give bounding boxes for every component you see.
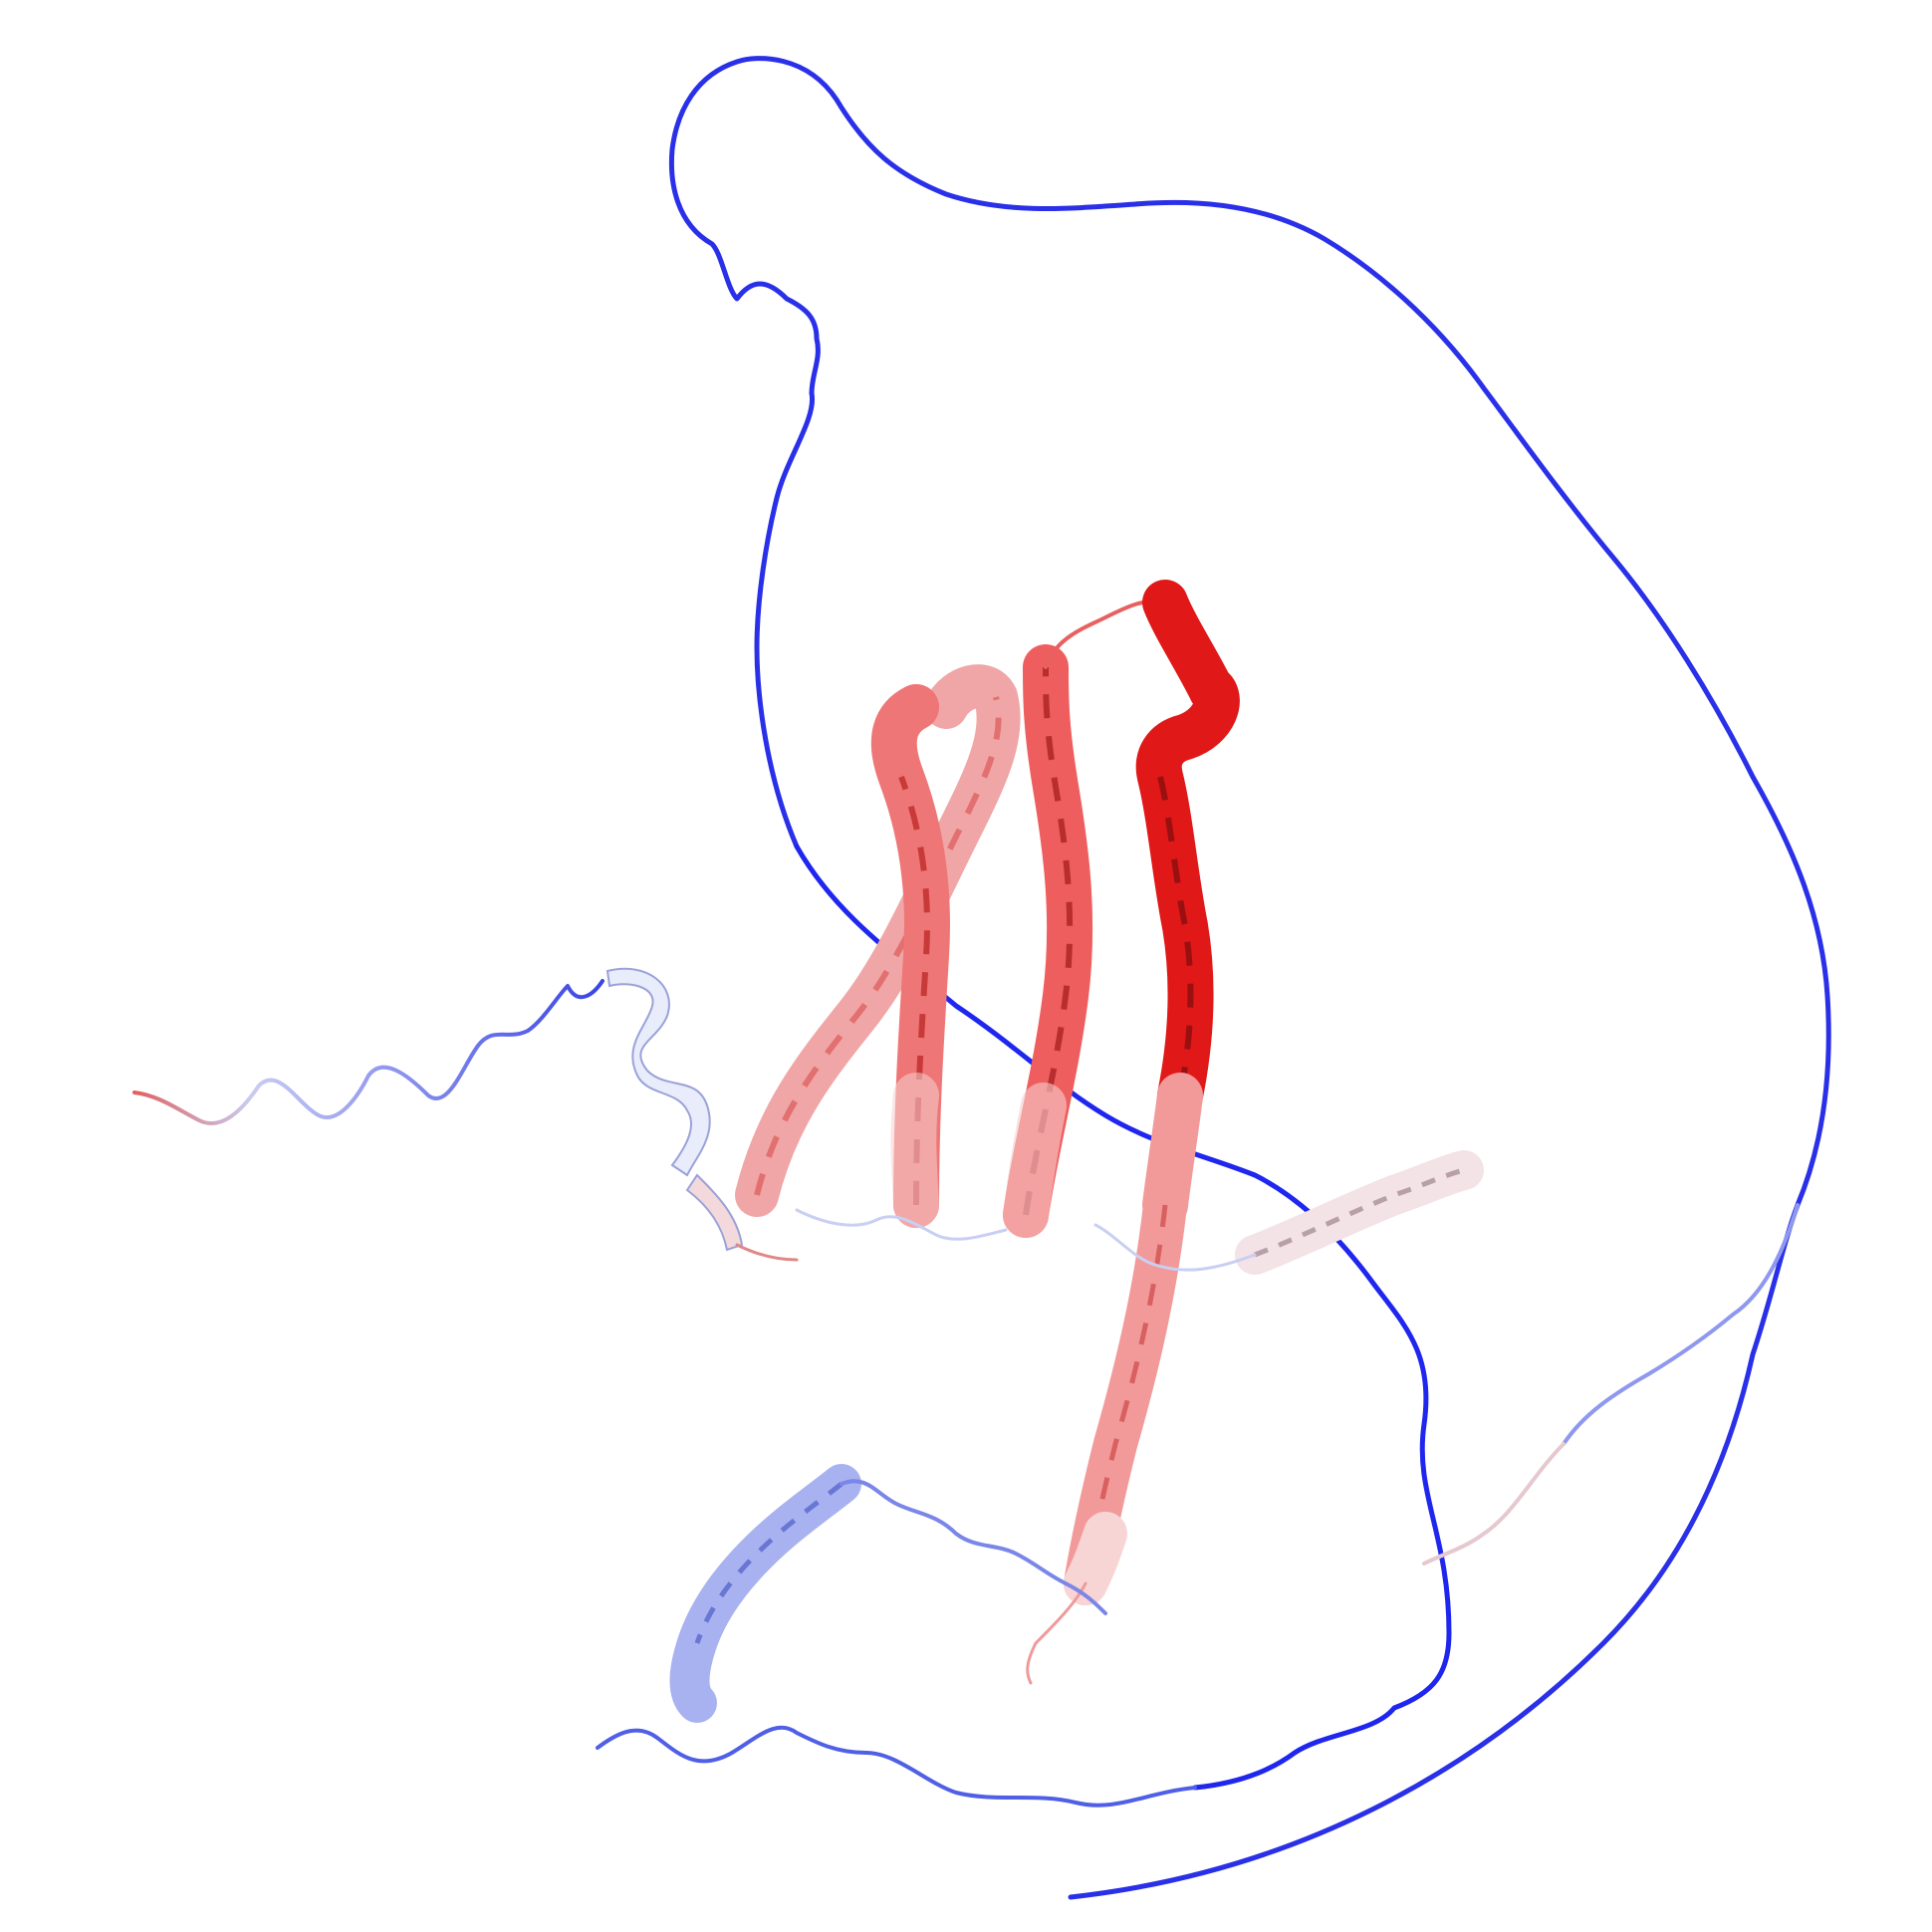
short-helix-left xyxy=(605,967,744,1252)
helix-bundle-3 xyxy=(1003,644,1093,1238)
n-terminal-tail xyxy=(132,979,604,1126)
helix-bundle-2 xyxy=(870,684,950,1228)
short-helix-tail xyxy=(735,1243,799,1262)
right-pale-coil xyxy=(1562,1203,1800,1446)
helix-lower-left xyxy=(669,1464,861,1723)
mid-connector xyxy=(795,1208,1008,1241)
outer-loop-coil xyxy=(668,56,1831,1900)
right-helix-connector xyxy=(1093,1223,1257,1272)
helix-bundle-4 xyxy=(1135,580,1240,1228)
helix-right-small xyxy=(1235,1150,1484,1275)
lower-left-helix-connector xyxy=(840,1479,1107,1615)
long-helix-lower xyxy=(1064,1183,1187,1605)
right-white-coil xyxy=(1422,1442,1566,1566)
crossing-loop-coil xyxy=(794,844,1452,1791)
lower-loop-coil xyxy=(596,1725,1197,1808)
lower-helix-tail xyxy=(1026,1581,1087,1685)
